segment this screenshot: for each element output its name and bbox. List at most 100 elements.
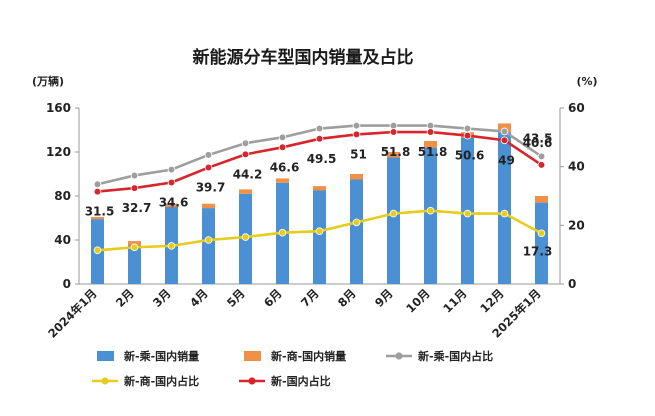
bar-passenger-domestic-sales <box>313 190 326 284</box>
right-axis-unit: (%) <box>576 75 597 88</box>
total-share-data-label: 32.7 <box>122 201 152 215</box>
legend-label-total-share: 新-国内占比 <box>271 374 331 388</box>
legend-label-commercial-share: 新-商-国内占比 <box>124 374 199 388</box>
total-share-point <box>130 184 139 192</box>
right-tick-label: 0 <box>568 277 576 291</box>
legend-label-passenger-share: 新-乘-国内占比 <box>418 349 493 363</box>
left-tick-label: 160 <box>46 101 71 115</box>
bar-commercial-domestic-sales <box>313 186 326 191</box>
total-share-point <box>278 143 287 152</box>
bar-passenger-domestic-sales <box>424 147 437 284</box>
passenger-share-point <box>352 121 361 130</box>
bar-commercial-domestic-sales <box>276 178 289 183</box>
bar-passenger-domestic-sales <box>535 202 548 284</box>
commercial-share-point <box>389 209 398 218</box>
commercial-share-point <box>352 218 361 227</box>
commercial-share-point <box>463 209 472 218</box>
bar-commercial-domestic-sales <box>424 141 437 148</box>
legend-swatch-passenger-sales <box>97 351 114 361</box>
x-tick-label: 5月 <box>224 286 248 310</box>
total-share-point <box>204 163 213 172</box>
total-share-data-label: 40.6 <box>523 136 553 150</box>
plot-area: 0 40 80 120 160 0 20 40 60 2024年1月 2月 3月 4月 5月 6月 7月 8月 9… <box>45 101 585 341</box>
total-share-data-label: 49 <box>498 153 515 167</box>
bar-commercial-domestic-sales <box>165 203 178 207</box>
commercial-share-point <box>130 243 139 252</box>
legend-label-commercial-sales: 新-商-国内销量 <box>271 349 346 363</box>
bar-commercial-domestic-sales <box>387 152 400 158</box>
x-tick-label: 6月 <box>261 286 285 310</box>
passenger-share-point <box>130 171 139 180</box>
left-tick-label: 0 <box>63 277 71 291</box>
bar-passenger-domestic-sales <box>350 179 363 284</box>
total-share-data-label: 39.7 <box>196 181 226 195</box>
bar-passenger-domestic-sales <box>387 157 400 284</box>
commercial-share-point <box>537 229 546 238</box>
bar-passenger-domestic-sales <box>498 132 511 284</box>
left-tick-label: 80 <box>54 189 71 203</box>
commercial-share-point <box>241 233 250 241</box>
legend-label-passenger-sales: 新-乘-国内销量 <box>124 349 199 363</box>
commercial-share-point <box>278 228 287 237</box>
x-tick-label: 4月 <box>187 286 211 310</box>
total-share-point <box>167 178 176 187</box>
passenger-share-data-label: 43.5 <box>523 131 553 145</box>
passenger-share-point <box>537 152 546 161</box>
total-share-data-label: 46.6 <box>270 160 300 174</box>
total-share-point <box>426 128 435 136</box>
passenger-share-point <box>500 127 509 136</box>
x-tick-label: 2024年1月 <box>45 286 99 340</box>
passenger-share-point <box>463 124 472 133</box>
commercial-share-point <box>167 242 176 250</box>
commercial-share-point <box>500 209 509 218</box>
bar-passenger-domestic-sales <box>128 245 141 284</box>
commercial-share-point <box>93 246 102 255</box>
x-tick-label: 10月 <box>403 286 432 315</box>
legend-marker-commercial-share <box>101 377 109 385</box>
legend-marker-total-share <box>248 377 256 385</box>
total-share-data-label: 51.8 <box>381 145 411 159</box>
x-tick-label: 8月 <box>335 286 359 310</box>
left-axis-unit: (万辆) <box>32 74 64 88</box>
total-share-data-label: 50.6 <box>455 149 485 163</box>
right-tick-label: 60 <box>568 101 585 115</box>
right-tick-label: 40 <box>568 160 585 174</box>
total-share-point <box>500 136 509 145</box>
passenger-share-point <box>389 121 398 130</box>
left-tick-label: 120 <box>46 145 71 159</box>
commercial-share-point <box>315 227 324 236</box>
passenger-share-point <box>93 180 102 189</box>
commercial-share-point <box>426 206 435 215</box>
total-share-data-label: 51 <box>350 147 367 161</box>
passenger-share-point <box>204 151 213 159</box>
chart-title: 新能源分车型国内销量及占比 <box>193 47 414 68</box>
total-share-data-label: 31.5 <box>85 205 115 219</box>
total-share-point <box>315 135 324 143</box>
bar-commercial-domestic-sales <box>202 203 215 209</box>
total-share-data-label: 51.8 <box>418 145 448 159</box>
total-share-point <box>389 128 398 136</box>
bar-commercial-domestic-sales <box>350 174 363 180</box>
total-share-data-label: 34.6 <box>159 196 189 210</box>
bar-passenger-domestic-sales <box>202 208 215 284</box>
commercial-share-data-label: 17.3 <box>523 244 553 258</box>
total-share-point <box>463 131 472 140</box>
legend-swatch-commercial-sales <box>244 351 261 361</box>
total-share-point <box>241 150 250 159</box>
x-tick-label: 2月 <box>113 286 137 310</box>
bar-commercial-domestic-sales <box>535 196 548 203</box>
total-share-data-label: 49.5 <box>307 152 337 166</box>
bar-commercial-domestic-sales <box>239 189 252 194</box>
x-tick-label: 12月 <box>477 286 506 315</box>
x-tick-label: 7月 <box>298 286 322 310</box>
total-share-data-label: 44.2 <box>233 167 263 181</box>
passenger-share-point <box>426 121 435 130</box>
legend-marker-passenger-share <box>395 352 403 360</box>
x-tick-label: 11月 <box>440 286 469 315</box>
right-tick-label: 20 <box>568 218 585 232</box>
total-share-point <box>537 161 546 169</box>
x-tick-label: 9月 <box>372 286 396 310</box>
passenger-share-point <box>241 139 250 148</box>
total-share-point <box>93 187 102 196</box>
